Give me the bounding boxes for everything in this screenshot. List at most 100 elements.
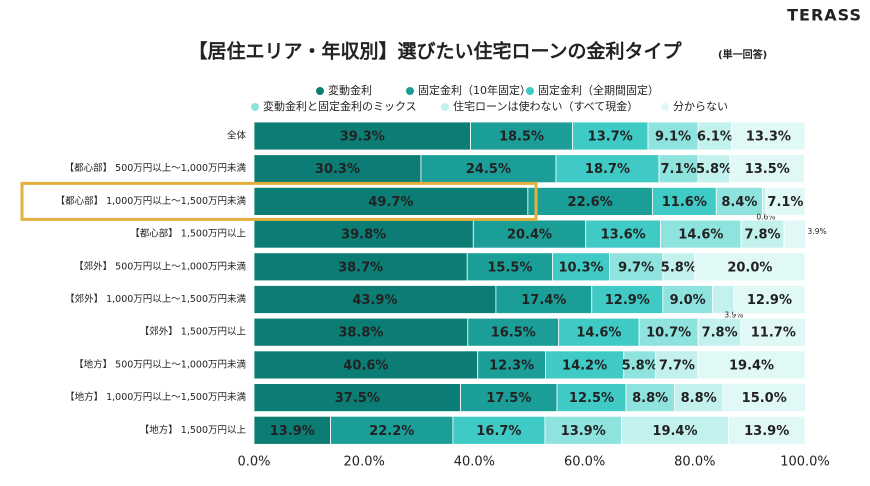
value-label: 14.2% [562,358,607,373]
bar-segment [783,219,806,249]
bar-segment [638,317,699,347]
bar-segment [253,252,468,282]
y-tick-label: 【地方】 1,500万円以上 [140,424,247,436]
y-tick-label: 【地方】 500万円以上～1,000万円未満 [74,358,246,370]
bar-segment [608,252,664,282]
value-label: 15.0% [742,391,787,406]
value-label: 39.8% [341,228,386,243]
legend-label: 住宅ローンは使わない（すべて現金） [453,99,638,113]
value-label: 17.5% [486,391,531,406]
bar-segment [544,415,622,445]
value-label: 12.9% [605,293,650,308]
value-label: 39.3% [340,130,385,145]
value-label: 30.3% [315,162,360,177]
value-label: 20.0% [727,260,772,275]
legend-label: 固定金利（10年固定） [418,83,531,97]
y-tick-label: 【都心部】 1,500万円以上 [130,228,246,240]
y-tick-label: 【都心部】 1,000万円以上～1,500万円未満 [56,195,247,207]
value-label: 14.6% [678,228,723,243]
bar-segment [330,415,454,445]
bar-segment [552,252,610,282]
bar-segment [253,383,462,413]
value-label: 10.3% [558,260,603,275]
value-label: 13.5% [745,162,790,177]
bar-segment [555,154,660,184]
brand-logo: TERASS [787,6,862,25]
value-label: 5.8% [661,260,697,275]
legend-label: 分からない [673,100,728,113]
value-label: 0.6% [756,212,775,221]
value-label: 7.7% [659,358,695,373]
legend-label: 変動金利 [328,83,372,97]
bar-segment [655,350,699,380]
bar-segment [253,121,471,151]
value-label: 7.8% [702,326,738,341]
bar-segment [558,317,640,347]
y-tick-label: 【郊外】 500万円以上～1,000万円未満 [74,260,246,272]
bar-segment [472,219,587,249]
value-label: 37.5% [335,391,380,406]
value-label: 10.7% [646,326,691,341]
value-label: 38.7% [338,260,383,275]
x-tick-label: 40.0% [454,455,495,470]
bar-segment [420,154,557,184]
value-label: 9.0% [670,293,706,308]
bar-segment [729,154,805,184]
bar-segment [556,383,627,413]
bar-segment [495,285,593,314]
legend-swatch [661,103,669,111]
bar-segment [658,154,699,184]
bar-segment [621,415,729,445]
bar-segment [660,219,742,249]
value-label: 3.9% [724,311,743,320]
bar-segment [728,415,806,445]
value-label: 43.9% [352,293,397,308]
legend-swatch [251,103,259,111]
highlight-box [20,181,538,221]
value-label: 49.7% [368,195,413,210]
value-label: 7.8% [745,228,781,243]
bar-segment [733,285,806,314]
bar-segment [731,121,806,151]
bar-segment [694,252,806,282]
value-label: 3.9% [808,227,827,236]
value-label: 16.7% [476,424,521,439]
value-label: 12.5% [569,391,614,406]
bar-segment [623,350,657,380]
x-tick-label: 0.0% [237,455,270,470]
chart-title: 【居住エリア・年収別】選びたい住宅ローンの金利タイプ [188,40,682,63]
value-label: 11.7% [751,326,796,341]
value-label: 7.1% [661,162,697,177]
chart-subtitle: (単一回答) [718,48,767,61]
x-tick-label: 60.0% [564,455,605,470]
y-tick-label: 【郊外】 1,000万円以上～1,500万円未満 [65,293,246,305]
legend-label: 変動金利と固定金利のミックス [263,99,417,113]
value-label: 15.5% [487,260,532,275]
bar-segment [662,252,696,282]
y-tick-label: 全体 [227,130,247,142]
value-label: 8.8% [632,391,668,406]
value-label: 20.4% [507,228,552,243]
legend-swatch [441,103,449,111]
bar-segment [253,350,479,380]
value-label: 9.7% [618,260,654,275]
x-tick-label: 80.0% [674,455,715,470]
bar-segment [253,186,529,216]
value-label: 13.6% [601,228,646,243]
value-label: 14.6% [576,326,621,341]
bar-segment [585,219,662,249]
bar-segment [467,317,560,347]
y-tick-label: 【地方】 1,000万円以上～1,500万円未満 [65,391,246,403]
x-tick-label: 100.0% [780,455,830,470]
bar-segment [762,186,767,216]
bar-segment [765,186,806,216]
bar-segment [674,383,724,413]
value-label: 38.8% [338,326,383,341]
value-label: 13.7% [588,130,633,145]
bar-segment [697,350,806,380]
legend-swatch [316,87,324,95]
legend-swatch [406,87,414,95]
value-label: 12.3% [489,358,534,373]
value-label: 5.8% [622,358,658,373]
